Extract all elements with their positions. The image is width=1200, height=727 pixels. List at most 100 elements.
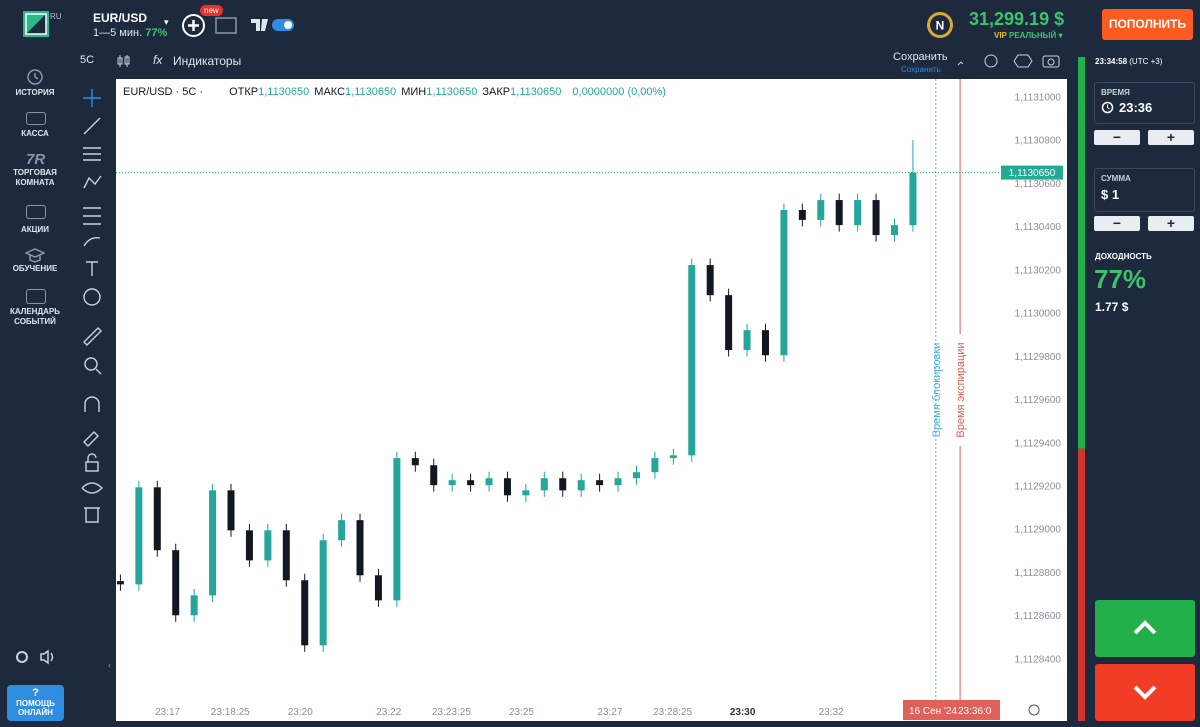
chart: 1,1131000 1,1130800 1,1130600 1,1130400 1,11… — [116, 79, 1063, 720]
asset-tab[interactable] — [215, 15, 237, 35]
deposit-button[interactable]: ПОПОЛНИТЬ — [1102, 9, 1193, 40]
x-tick-label: 23:30 — [730, 707, 756, 718]
nav-education[interactable]: ОБУЧЕНИЕ — [12, 264, 58, 273]
expiry-date: 16 Сен '24 — [909, 706, 957, 717]
ohlc-label: ОТКР — [229, 86, 259, 98]
time-plus[interactable]: + — [1148, 130, 1194, 145]
logo-suffix: RU — [50, 12, 62, 21]
amount-box[interactable]: СУММА $ 1 — [1094, 168, 1195, 212]
asset[interactable]: EUR/USD — [93, 11, 148, 25]
nav-promo[interactable]: АКЦИИ — [20, 225, 49, 234]
x-tick-label: 23:27 — [597, 707, 622, 718]
ohlc-label: МАКС — [314, 86, 346, 98]
nav-trade-room[interactable]: ТОРГОВАЯ КОМНАТА — [13, 168, 57, 187]
time-minus[interactable]: − — [1094, 130, 1140, 145]
x-tick-label: 23:22 — [376, 707, 401, 718]
save[interactable]: Сохранить — [893, 51, 948, 63]
candle-body — [743, 330, 751, 351]
amount-plus[interactable]: + — [1148, 216, 1194, 231]
payout: 77% — [145, 27, 168, 39]
help-button[interactable]: ? ПОМОЩЬ ОНЛАЙН — [7, 685, 64, 721]
time-box[interactable]: ВРЕМЯ 23:36 — [1094, 82, 1195, 124]
y-tick-label: 1,1129000 — [1014, 525, 1061, 536]
x-tick-label: 23:23:25 — [432, 707, 471, 718]
x-tick-label: 23:17 — [155, 707, 180, 718]
settings-sound[interactable] — [14, 648, 62, 666]
yield-label: ДОХОДНОСТЬ — [1095, 252, 1152, 261]
account[interactable]: VIP РЕАЛЬНЫЙ ▾ — [994, 31, 1063, 40]
nav-history[interactable]: ИСТОРИЯ — [15, 88, 55, 97]
candle-body — [430, 465, 438, 486]
sentiment-buy — [1078, 57, 1085, 449]
timezone: (UTC +3) — [1129, 57, 1163, 66]
y-tick-label: 1,1129200 — [1014, 482, 1061, 493]
chart-settings[interactable] — [1028, 704, 1040, 716]
timeframe-text: 1—5 мин. — [93, 27, 143, 39]
last-price-tag — [1001, 165, 1063, 180]
ohlc-legend: ОТКР1,1130650 МАКС1,1130650 МИН1,1130650 ЗА… — [229, 86, 566, 98]
ohlc-value: 1,1130650 — [345, 86, 397, 98]
ohlc-label: ЗАКР — [482, 86, 511, 98]
x-tick-label: 23:20 — [288, 707, 313, 718]
add-asset[interactable] — [181, 13, 206, 38]
y-tick-label: 1,1129800 — [1014, 352, 1061, 363]
candle-body — [688, 265, 696, 456]
y-tick-label: 1,1130000 — [1014, 309, 1061, 320]
candle-body — [374, 575, 382, 601]
drawing-tools[interactable] — [78, 84, 106, 544]
new-badge: new — [200, 5, 223, 16]
ohlc-value: 1,1130650 — [510, 86, 562, 98]
candle-body — [817, 200, 825, 220]
candle-body — [172, 550, 180, 616]
calendar-icon — [26, 289, 46, 304]
clock: 23:34:58 (UTC +3) — [1095, 57, 1162, 66]
chart-type-icon[interactable] — [116, 53, 132, 69]
marker-label: Время экспирации — [955, 342, 967, 437]
yield-amount: 1.77 $ — [1095, 300, 1129, 314]
candle-body — [909, 172, 917, 226]
y-tick-label: 1,1128800 — [1014, 568, 1061, 579]
dropdown-arrow[interactable]: ▾ — [164, 17, 169, 27]
candle-body — [411, 458, 419, 466]
help-icon: ? — [32, 687, 39, 699]
candle-body — [227, 490, 235, 531]
candle-body — [651, 458, 659, 473]
marker-label-bg — [953, 334, 968, 446]
x-tick-label: 23:18:25 — [211, 707, 250, 718]
candle-body — [264, 530, 272, 561]
chart-actions[interactable] — [955, 52, 1060, 70]
indicators[interactable]: Индикаторы — [173, 54, 242, 68]
promo-icon — [26, 205, 46, 219]
ohlc-value: 1,1130650 — [426, 86, 478, 98]
nav-calendar[interactable]: КАЛЕНДАРЬ СОБЫТИЙ — [9, 307, 61, 326]
chart-panel — [116, 79, 1067, 721]
history-icon — [27, 69, 43, 85]
candle-body — [503, 478, 511, 496]
tradingview-toggle[interactable] — [248, 15, 296, 35]
y-tick-label: 1,1130400 — [1014, 222, 1061, 233]
account-tier: VIP — [994, 31, 1007, 40]
candle-body — [632, 472, 640, 479]
account-type: РЕАЛЬНЫЙ — [1008, 31, 1057, 40]
candle-body — [798, 209, 806, 220]
candle-body — [780, 209, 788, 356]
candle-body — [559, 478, 567, 491]
collapse-arrow[interactable]: ‹ — [108, 660, 111, 670]
candle-body — [706, 265, 714, 296]
help-text: ПОМОЩЬ ОНЛАЙН — [16, 699, 55, 717]
amount-minus[interactable]: − — [1094, 216, 1140, 231]
marker-label: Время блокировки — [931, 343, 943, 438]
logo[interactable] — [22, 10, 50, 38]
interval[interactable]: 5С — [80, 54, 95, 66]
x-tick-label: 23:28:25 — [653, 707, 692, 718]
last-price-label: 1,1130650 — [1009, 168, 1056, 179]
fx-icon: fx — [153, 53, 163, 67]
ohlc-value: 1,1130650 — [258, 86, 310, 98]
balance[interactable]: 31,299.19 $ — [969, 9, 1065, 29]
trade-buttons[interactable] — [1095, 600, 1195, 721]
nav-cashier[interactable]: КАССА — [21, 129, 49, 138]
y-tick-label: 1,1130600 — [1014, 179, 1061, 190]
chart-title: EUR/USD · 5С · — [123, 86, 204, 98]
time-label: ВРЕМЯ — [1101, 88, 1130, 97]
clock-time: 23:34:58 — [1095, 57, 1128, 66]
